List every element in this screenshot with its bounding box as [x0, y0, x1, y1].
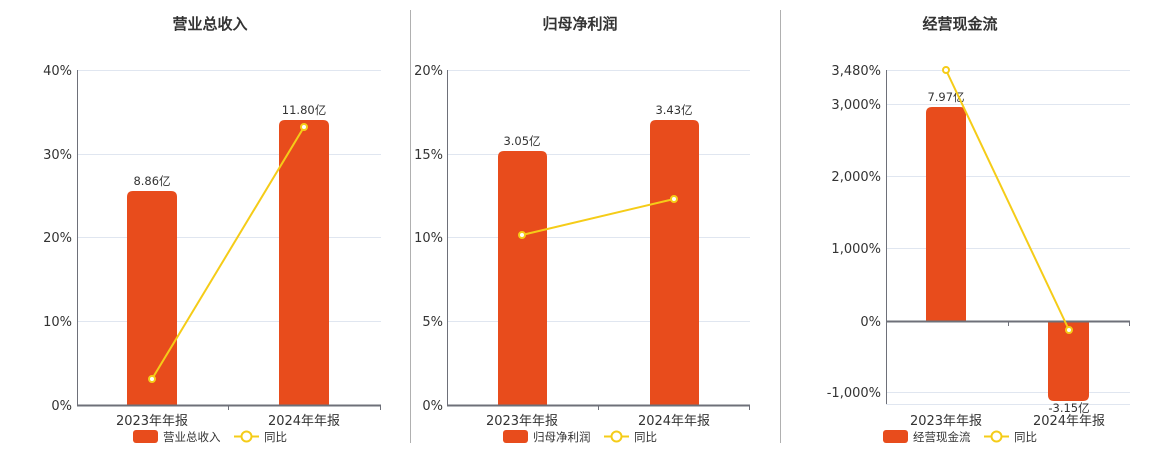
divider: [780, 10, 781, 443]
legend[interactable]: 经营现金流 同比: [883, 430, 1037, 444]
legend[interactable]: 归母净利润 同比: [503, 430, 657, 444]
yoy-point[interactable]: [300, 123, 308, 131]
x-axis-ticks: [228, 405, 381, 410]
panel-net-profit: 归母净利润 20% 15% 10% 5% 0% 3.05亿 3.43亿: [411, 0, 780, 450]
bar-label: 8.86亿: [133, 174, 170, 188]
bar-2024[interactable]: [1048, 321, 1089, 401]
legend-bar-label: 归母净利润: [533, 430, 591, 444]
svg-text:-1,000%: -1,000%: [827, 386, 881, 401]
bar-label: 3.43亿: [655, 103, 692, 117]
x-label: 2023年年报: [910, 414, 982, 429]
chart-title: 经营现金流: [922, 15, 997, 33]
svg-text:10%: 10%: [43, 315, 72, 330]
svg-text:15%: 15%: [414, 148, 443, 163]
legend-line-label: 同比: [1014, 430, 1037, 444]
svg-text:10%: 10%: [414, 231, 443, 246]
svg-text:20%: 20%: [43, 231, 72, 246]
chart-title: 营业总收入: [172, 15, 247, 33]
x-label: 2024年年报: [1033, 414, 1105, 429]
x-axis-ticks: [598, 405, 750, 410]
bar-2023[interactable]: [926, 107, 966, 321]
bar-label: 7.97亿: [927, 90, 964, 104]
divider: [410, 10, 411, 443]
chart-net-profit: 归母净利润 20% 15% 10% 5% 0% 3.05亿 3.43亿: [414, 15, 750, 444]
svg-text:0%: 0%: [51, 399, 72, 414]
chart-title: 归母净利润: [542, 15, 617, 33]
yoy-line: [521, 198, 675, 236]
chart-operating-cash-flow: 经营现金流 3,480% 3,000% 2,000% 1,000% 0% -1,…: [827, 15, 1130, 444]
svg-text:0%: 0%: [860, 315, 881, 330]
bar-2023[interactable]: [127, 191, 177, 405]
legend-bar-swatch: [883, 430, 908, 443]
svg-text:1,000%: 1,000%: [831, 242, 881, 257]
yoy-point[interactable]: [942, 66, 950, 74]
bar-2023[interactable]: [498, 151, 547, 405]
svg-text:5%: 5%: [422, 315, 443, 330]
legend-bar-label: 经营现金流: [913, 430, 971, 444]
bar-label: 3.05亿: [503, 134, 540, 148]
bar-2024[interactable]: [650, 120, 699, 405]
yoy-line: [151, 126, 305, 380]
yoy-point[interactable]: [148, 375, 156, 383]
x-label: 2023年年报: [116, 414, 188, 429]
gridlines: [77, 70, 381, 322]
y-axis-ticks: 20% 15% 10% 5% 0%: [414, 64, 443, 414]
bar-label: -3.15亿: [1048, 401, 1089, 415]
bar-2024[interactable]: [279, 120, 329, 405]
svg-text:3,480%: 3,480%: [831, 64, 881, 79]
yoy-line: [945, 69, 1070, 331]
x-label: 2024年年报: [268, 414, 340, 429]
yoy-point[interactable]: [670, 195, 678, 203]
svg-text:30%: 30%: [43, 148, 72, 163]
bar-label: 11.80亿: [282, 103, 326, 117]
legend-bar-swatch: [133, 430, 158, 443]
x-axis-ticks: [1008, 321, 1130, 326]
gridlines: [447, 70, 750, 322]
legend-line-label: 同比: [264, 430, 287, 444]
y-axis-ticks: 3,480% 3,000% 2,000% 1,000% 0% -1,000%: [827, 64, 881, 401]
svg-text:20%: 20%: [414, 64, 443, 79]
svg-text:2,000%: 2,000%: [831, 170, 881, 185]
svg-text:40%: 40%: [43, 64, 72, 79]
x-label: 2023年年报: [486, 414, 558, 429]
svg-text:3,000%: 3,000%: [831, 98, 881, 113]
yoy-point[interactable]: [1065, 326, 1073, 334]
gridlines: [886, 70, 1130, 405]
legend-bar-swatch: [503, 430, 528, 443]
y-axis-ticks: 40% 30% 20% 10% 0%: [43, 64, 72, 414]
legend[interactable]: 营业总收入 同比: [133, 430, 287, 444]
chart-revenue: 营业总收入 40% 30% 20% 10% 0% 8.86亿 11.80亿 20…: [43, 15, 381, 444]
x-label: 2024年年报: [638, 414, 710, 429]
legend-bar-label: 营业总收入: [163, 430, 221, 444]
yoy-point[interactable]: [518, 231, 526, 239]
svg-text:0%: 0%: [422, 399, 443, 414]
panel-operating-cash-flow: 经营现金流 3,480% 3,000% 2,000% 1,000% 0% -1,…: [781, 0, 1160, 450]
panel-revenue: 营业总收入 40% 30% 20% 10% 0% 8.86亿 11.80亿 20…: [0, 0, 410, 450]
legend-line-label: 同比: [634, 430, 657, 444]
